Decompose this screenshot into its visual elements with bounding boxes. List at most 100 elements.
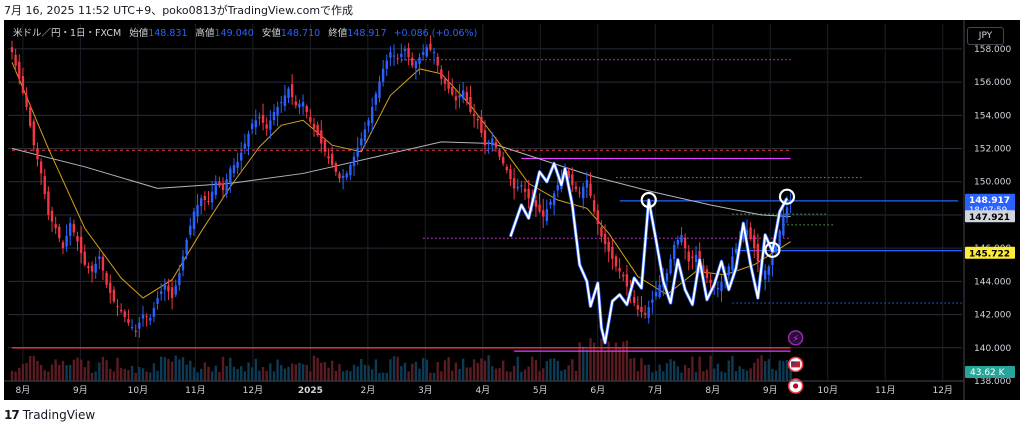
x-tick-label: 11月 bbox=[185, 385, 205, 396]
tradingview-logo-icon[interactable]: 17 bbox=[4, 408, 20, 422]
volume-bar bbox=[501, 360, 505, 381]
volume-bar bbox=[491, 366, 494, 381]
candle-body bbox=[25, 95, 28, 108]
volume-bar bbox=[414, 361, 418, 381]
volume-bar bbox=[76, 357, 79, 381]
volume-bar bbox=[269, 363, 272, 381]
pivot-circle bbox=[640, 191, 657, 209]
candle-body bbox=[149, 317, 152, 321]
tradingview-brand[interactable]: TradingView bbox=[22, 408, 96, 422]
volume-bar bbox=[294, 364, 297, 381]
candle-body bbox=[254, 120, 257, 128]
volume-bar bbox=[196, 372, 199, 381]
y-tick-label: 138.000 bbox=[974, 377, 1011, 387]
candle-body bbox=[785, 207, 789, 218]
volume-bar bbox=[28, 356, 32, 381]
candle-body bbox=[261, 114, 265, 123]
candle-body bbox=[276, 107, 279, 116]
volume-bar bbox=[258, 370, 261, 381]
candle-body bbox=[731, 256, 734, 271]
volume-bar bbox=[43, 370, 46, 381]
volume-bar bbox=[662, 371, 665, 381]
volume-bar bbox=[596, 349, 599, 381]
candle-body bbox=[243, 143, 247, 149]
candle-body bbox=[603, 233, 607, 245]
candle-body bbox=[432, 52, 436, 54]
candle-body bbox=[571, 174, 574, 186]
volume-bar bbox=[203, 362, 207, 381]
candle-body bbox=[367, 120, 370, 126]
volume-bar bbox=[381, 372, 385, 381]
candle-body bbox=[112, 289, 116, 302]
volume-bar bbox=[330, 360, 334, 381]
candle-body bbox=[290, 84, 294, 98]
candle-body bbox=[250, 123, 254, 129]
candle-body bbox=[647, 307, 650, 318]
price-chart[interactable]: ⚡ 158.000 156.000 154.000 152.000 150.000 148… bbox=[4, 20, 1020, 400]
volume-bar bbox=[702, 371, 705, 381]
volume-bar bbox=[774, 370, 778, 381]
x-tick-label: 8月 bbox=[16, 385, 31, 396]
candle-body bbox=[76, 236, 79, 242]
volume-bar bbox=[334, 370, 338, 381]
candle-body bbox=[403, 48, 407, 51]
x-tick-label: 10月 bbox=[128, 385, 148, 396]
us-flag-canton bbox=[791, 361, 796, 365]
candle-body bbox=[320, 130, 323, 144]
candle-body bbox=[552, 193, 556, 206]
volume-bar bbox=[112, 371, 116, 381]
volume-bar bbox=[734, 371, 738, 381]
currency-button[interactable]: JPY bbox=[967, 27, 1004, 45]
candle-body bbox=[294, 101, 297, 106]
lightning-glyph: ⚡ bbox=[792, 334, 798, 344]
volume-bar bbox=[385, 372, 388, 381]
volume-bar bbox=[789, 368, 792, 381]
volume-bar bbox=[50, 364, 54, 381]
volume-bar bbox=[567, 365, 570, 381]
x-tick-label: 11月 bbox=[875, 385, 895, 396]
volume-bar bbox=[523, 369, 527, 381]
candle-body bbox=[643, 312, 647, 315]
candle-body bbox=[152, 307, 156, 317]
price-label-box bbox=[965, 193, 1015, 216]
candle-body bbox=[451, 87, 454, 95]
volume-bar bbox=[265, 370, 268, 381]
candle-body bbox=[130, 327, 134, 329]
candle-body bbox=[141, 314, 145, 319]
ma-slow-line bbox=[11, 141, 791, 218]
us-flag-stripes bbox=[791, 361, 801, 368]
chart-frame[interactable]: ⚡ 158.000 156.000 154.000 152.000 150.000 148… bbox=[4, 20, 1020, 400]
candle-body bbox=[247, 133, 250, 147]
volume-bar bbox=[159, 356, 163, 381]
candle-body bbox=[18, 61, 21, 79]
candle-body bbox=[582, 186, 585, 199]
volume-bar bbox=[178, 359, 181, 381]
candle-body bbox=[389, 52, 392, 58]
candle-body bbox=[134, 330, 137, 332]
volume-bar bbox=[101, 356, 105, 381]
candle-body bbox=[665, 273, 669, 281]
volume-bar bbox=[312, 355, 316, 381]
volume-bar bbox=[301, 364, 305, 381]
candle-body bbox=[159, 291, 163, 295]
open-value: 148.831 bbox=[148, 28, 188, 39]
candle-body bbox=[345, 173, 348, 178]
pivot-circle bbox=[778, 188, 796, 205]
volume-bar bbox=[207, 366, 210, 381]
volume-bar bbox=[643, 364, 647, 381]
volume-bar bbox=[18, 367, 21, 381]
volume-bar bbox=[396, 356, 399, 381]
candle-body bbox=[105, 272, 108, 285]
x-tick-label: 9月 bbox=[763, 385, 778, 396]
candle-body bbox=[716, 288, 720, 290]
volume-bar bbox=[720, 371, 723, 381]
volume-bar bbox=[771, 368, 774, 381]
volume-bar bbox=[327, 367, 330, 381]
volume-bar bbox=[603, 351, 607, 381]
volume-bar bbox=[145, 371, 148, 381]
candle-body bbox=[327, 156, 330, 159]
price-label-box bbox=[965, 246, 1015, 259]
volume-bar bbox=[54, 359, 57, 381]
candle-body bbox=[39, 161, 43, 174]
volume-bar bbox=[531, 356, 534, 381]
